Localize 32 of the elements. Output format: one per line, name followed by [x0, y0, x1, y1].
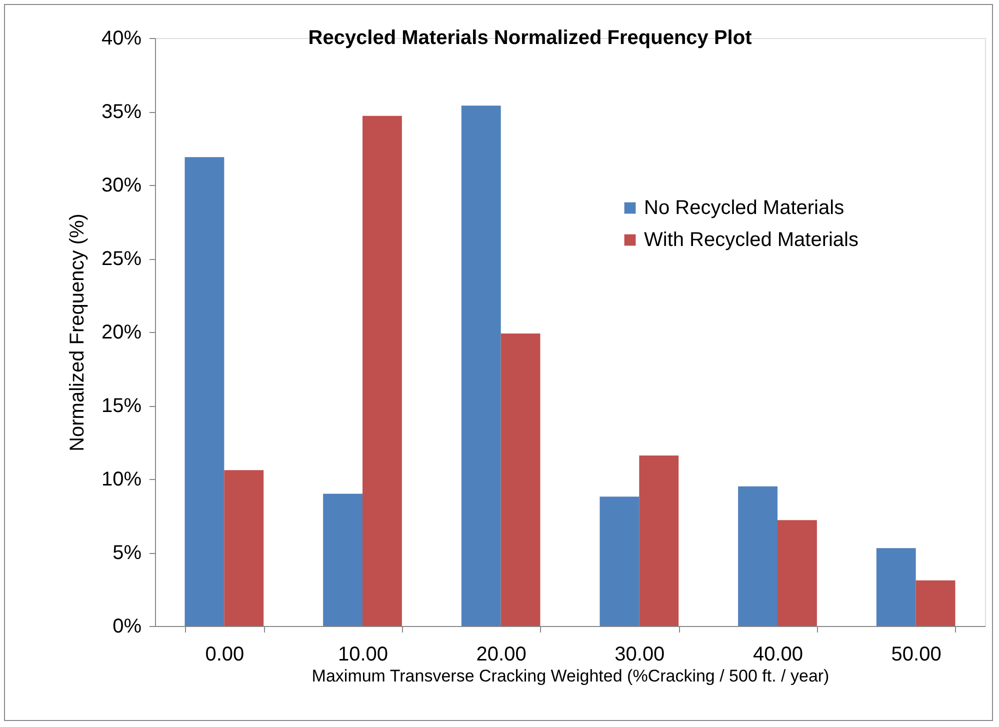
- bar: [323, 494, 362, 626]
- bar: [500, 333, 540, 626]
- y-tick-label: 10%: [101, 468, 142, 490]
- y-tick-label: 25%: [101, 248, 142, 270]
- bar: [738, 486, 778, 626]
- bar: [362, 116, 402, 626]
- bar: [916, 580, 956, 626]
- bar: [639, 455, 679, 626]
- y-tick-label: 30%: [101, 174, 142, 196]
- y-tick-label: 15%: [101, 395, 142, 417]
- bar: [461, 106, 501, 626]
- x-tick-label: 50.00: [891, 644, 942, 666]
- y-tick-label: 5%: [112, 542, 142, 564]
- x-tick-label: 30.00: [614, 644, 665, 666]
- y-tick-label: 20%: [101, 322, 142, 344]
- x-tick-label: 10.00: [338, 644, 388, 666]
- y-tick-label: 40%: [101, 28, 142, 50]
- y-tick-label: 35%: [101, 101, 142, 123]
- y-tick-label: 0%: [112, 616, 142, 638]
- legend-label: No Recycled Materials: [644, 197, 844, 219]
- bar: [876, 548, 916, 626]
- legend-label: With Recycled Materials: [644, 229, 859, 251]
- bar: [600, 496, 640, 626]
- bar: [224, 470, 264, 626]
- chart-title: Recycled Materials Normalized Frequency Plot: [308, 27, 752, 49]
- x-axis-title: Maximum Transverse Cracking Weighted (%Cracking / 500 ft. / year): [312, 666, 830, 686]
- bar: [778, 520, 817, 626]
- x-tick-label: 0.00: [205, 644, 244, 666]
- x-tick-label: 20.00: [476, 644, 526, 666]
- bar: [184, 157, 224, 626]
- y-axis-title: Normalized Frequency (%): [66, 214, 88, 452]
- x-tick-label: 40.00: [752, 644, 804, 666]
